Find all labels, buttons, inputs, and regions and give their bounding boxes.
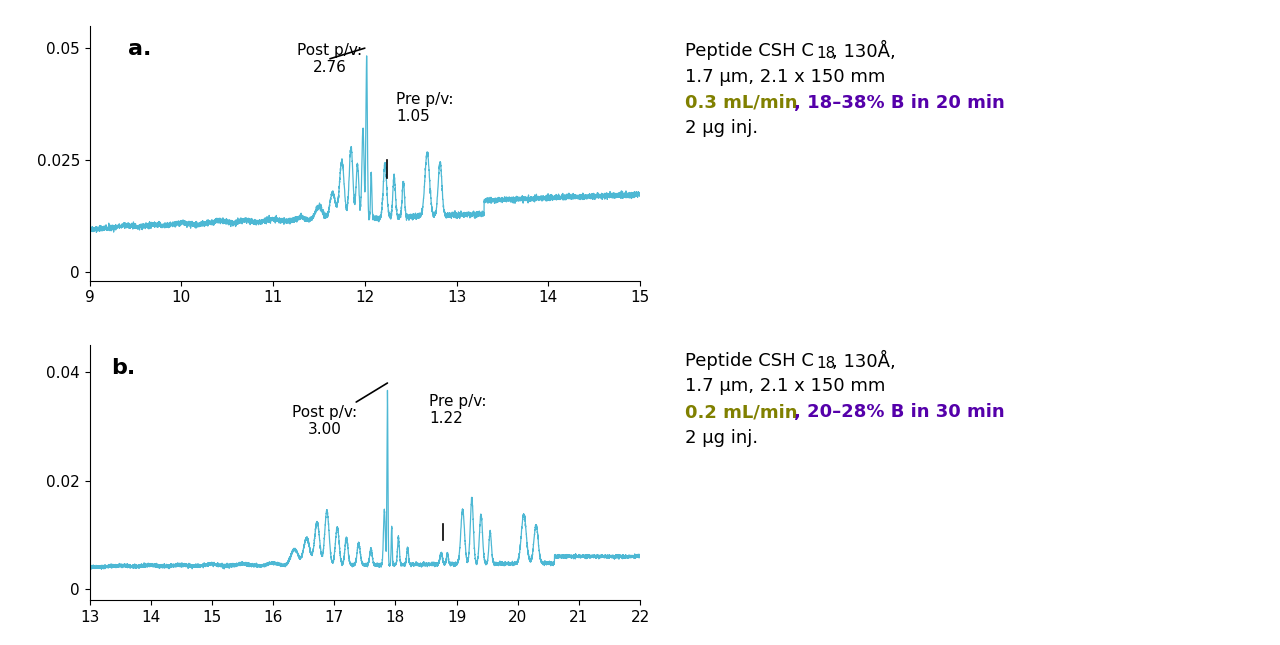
Text: 0.3 mL/min: 0.3 mL/min xyxy=(685,94,797,112)
Text: Pre p/v:
1.05: Pre p/v: 1.05 xyxy=(396,92,453,124)
Text: Peptide CSH C: Peptide CSH C xyxy=(685,42,814,60)
Text: 1.7 μm, 2.1 x 150 mm: 1.7 μm, 2.1 x 150 mm xyxy=(685,68,886,86)
Text: 2 μg inj.: 2 μg inj. xyxy=(685,429,758,447)
Text: Peptide CSH C: Peptide CSH C xyxy=(685,352,814,370)
Text: , 130Å,: , 130Å, xyxy=(832,352,896,371)
Text: 1.7 μm, 2.1 x 150 mm: 1.7 μm, 2.1 x 150 mm xyxy=(685,377,886,395)
Text: Pre p/v:
1.22: Pre p/v: 1.22 xyxy=(429,394,486,426)
Text: , 20–28% B in 30 min: , 20–28% B in 30 min xyxy=(794,403,1005,421)
Text: 0.2 mL/min: 0.2 mL/min xyxy=(685,403,797,421)
Text: 18: 18 xyxy=(817,356,836,371)
Text: Post p/v:
3.00: Post p/v: 3.00 xyxy=(293,383,388,437)
Text: , 130Å,: , 130Å, xyxy=(832,42,896,61)
Text: a.: a. xyxy=(128,39,151,59)
Text: 18: 18 xyxy=(817,46,836,61)
Text: , 18–38% B in 20 min: , 18–38% B in 20 min xyxy=(794,94,1005,112)
Text: Post p/v:
2.76: Post p/v: 2.76 xyxy=(297,43,365,75)
Text: b.: b. xyxy=(111,358,136,378)
Text: 2 μg inj.: 2 μg inj. xyxy=(685,119,758,137)
